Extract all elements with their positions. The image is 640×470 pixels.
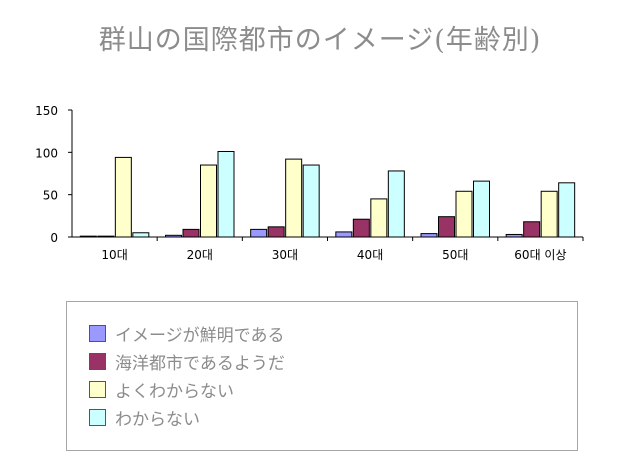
bar-3-5 [455,190,473,238]
bar-1-3 [250,228,268,238]
bars [79,150,576,238]
legend-label: わからない [115,409,200,430]
bar-2-1 [97,235,115,238]
x-axis: 10대 20대 30대 40대 50대 60대 이상 [72,236,584,262]
x-tick-label: 30대 [272,248,298,262]
bar-chart: 0 50 100 150 10대 20대 30대 40대 50대 60대 이상 [35,104,584,262]
y-axis: 0 50 100 150 [35,104,73,245]
y-tick-label: 150 [35,104,58,118]
legend-swatch [89,380,106,398]
bar-2-3 [267,226,285,238]
bar-1-6 [505,233,523,238]
y-tick-label: 50 [43,189,58,203]
legend-swatch [89,408,106,426]
legend: イメージが鮮明である 海洋都市であるようだ よくわからない わからない [66,301,578,451]
bar-3-3 [285,158,303,238]
legend-label: イメージが鮮明である [115,325,285,346]
bar-3-4 [370,198,388,238]
legend-label: よくわからない [115,381,234,402]
legend-item-series-2: 海洋都市であるようだ [89,350,285,374]
bar-4-1 [132,232,150,238]
bar-2-5 [438,216,455,238]
bar-1-1 [79,235,97,238]
legend-item-series-4: わからない [89,406,200,430]
legend-item-series-3: よくわからない [89,378,234,402]
bar-1-4 [335,231,353,238]
y-tick-label: 0 [50,231,58,245]
bar-3-6 [540,190,558,238]
x-tick-label: 60대 이상 [514,248,566,262]
bar-4-6 [558,182,576,238]
bar-2-4 [352,218,370,238]
bar-1-2 [165,234,182,238]
legend-label: 海洋都市であるようだ [115,353,285,374]
chart-title: 群山の国際都市のイメージ(年齢別) [98,25,542,56]
legend-swatch [89,324,106,342]
x-tick-label: 20대 [187,248,213,262]
x-tick-label: 40대 [357,248,383,262]
bar-4-5 [473,180,490,238]
bar-2-2 [182,228,200,238]
y-tick-label: 100 [35,146,58,160]
bar-4-4 [387,170,405,238]
x-tick-label: 50대 [442,248,468,262]
bar-4-2 [217,150,235,238]
legend-item-series-1: イメージが鮮明である [89,322,285,346]
bar-3-1 [114,156,132,238]
bar-3-2 [200,164,217,238]
x-tick-label: 10대 [101,248,127,262]
legend-swatch [89,352,106,370]
bar-2-6 [523,221,541,238]
bar-4-3 [302,164,320,238]
bar-1-5 [420,233,438,238]
